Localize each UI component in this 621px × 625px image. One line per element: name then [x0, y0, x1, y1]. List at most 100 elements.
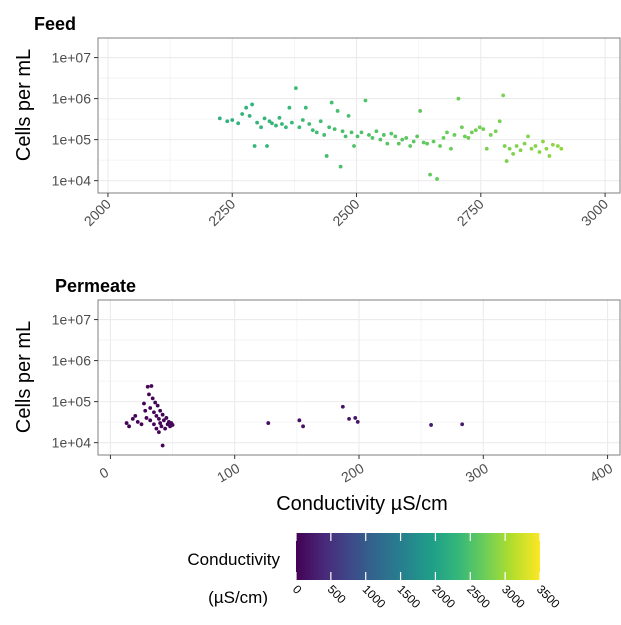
data-point [355, 420, 360, 424]
data-point [393, 134, 398, 139]
permeate-y-axis-label: Cells per mL [13, 321, 35, 433]
x-tick-label: 2250 [205, 196, 238, 229]
data-point [163, 426, 168, 431]
data-point [404, 136, 409, 140]
data-point [456, 96, 461, 101]
data-point [497, 119, 502, 124]
y-tick-label: 1e+06 [52, 353, 92, 369]
data-point [452, 133, 457, 137]
feed-plot-border [97, 37, 621, 194]
data-point [155, 403, 160, 408]
data-point [378, 137, 383, 142]
data-point [236, 121, 241, 126]
data-point [347, 416, 351, 421]
data-point [541, 139, 545, 144]
colorbar-tick-label: 1500 [394, 582, 423, 611]
data-point [473, 128, 478, 133]
data-point [400, 137, 405, 142]
feed-points [217, 86, 564, 181]
data-point [310, 128, 315, 133]
data-point [555, 144, 560, 148]
data-point [157, 416, 161, 421]
data-point [148, 418, 153, 423]
data-point [160, 412, 165, 417]
x-tick-label: 200 [338, 460, 366, 486]
x-tick-label: 400 [587, 460, 615, 486]
data-point [142, 401, 146, 406]
colorbar-tick-label: 3000 [499, 582, 528, 611]
data-point [522, 141, 527, 146]
data-point [152, 422, 156, 427]
feed-gridlines [98, 38, 620, 193]
data-point [484, 146, 489, 151]
data-point [161, 418, 166, 423]
data-point [481, 127, 486, 132]
feed-y-axis-label: Cells per mL [13, 49, 35, 161]
data-point [441, 136, 446, 140]
x-tick-label: 300 [463, 460, 491, 486]
data-point [287, 105, 292, 110]
data-point [389, 131, 394, 136]
x-tick-label: 0 [97, 464, 112, 482]
data-point [396, 141, 401, 146]
data-point [303, 105, 308, 110]
permeate-panel: Permeate Cells per mL 1e+041e+051e+061e+… [13, 276, 621, 515]
y-tick-label: 1e+07 [52, 50, 92, 66]
data-point [230, 118, 235, 122]
data-point [293, 86, 298, 91]
data-point [493, 129, 498, 134]
data-point [154, 413, 159, 418]
data-point [346, 113, 351, 118]
data-point [550, 142, 555, 147]
data-point [429, 423, 433, 427]
data-point [159, 424, 164, 429]
data-point [329, 100, 334, 105]
data-point [139, 422, 144, 427]
data-point [297, 418, 302, 423]
data-point [367, 133, 371, 137]
data-point [438, 144, 442, 148]
data-point [514, 144, 519, 148]
data-point [411, 139, 416, 144]
y-tick-label: 1e+06 [52, 91, 92, 107]
data-point [428, 172, 432, 177]
data-point [460, 422, 465, 427]
data-point [147, 392, 151, 397]
x-tick-label: 3000 [578, 196, 611, 229]
data-point [217, 116, 222, 121]
data-point [559, 146, 564, 151]
data-point [289, 120, 294, 125]
data-point [544, 146, 549, 151]
data-point [307, 122, 312, 126]
data-point [300, 118, 305, 122]
data-point [135, 420, 140, 424]
x-tick-label: 2000 [81, 196, 114, 229]
data-point [250, 102, 255, 107]
data-point [488, 133, 493, 137]
data-point [145, 384, 150, 389]
data-point [504, 159, 509, 163]
data-point [277, 115, 282, 120]
x-axis-label: Conductivity µS/cm [276, 493, 448, 515]
y-tick-label: 1e+05 [52, 132, 92, 148]
data-point [262, 116, 267, 121]
data-point [270, 121, 274, 126]
feed-y-ticks: 1e+04 1e+05 1e+06 1e+07 [52, 50, 98, 189]
data-point [431, 139, 436, 144]
data-point [501, 93, 506, 98]
data-point [225, 119, 230, 124]
data-point [547, 154, 552, 158]
data-point [374, 129, 379, 134]
data-point [297, 125, 302, 130]
data-point [462, 134, 467, 139]
data-point [466, 136, 471, 140]
colorbar-tick-label: 2500 [464, 582, 493, 611]
data-point [284, 125, 288, 130]
data-point [340, 129, 345, 134]
data-point [537, 150, 542, 154]
data-point [335, 109, 340, 113]
data-point [154, 426, 159, 431]
colorbar-tick-label: 0 [290, 582, 305, 597]
data-point [349, 130, 354, 135]
permeate-panel-title: Permeate [55, 276, 136, 296]
